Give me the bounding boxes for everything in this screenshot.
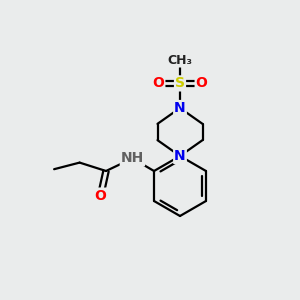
Text: O: O	[95, 189, 106, 202]
Text: NH: NH	[121, 152, 144, 165]
Text: CH₃: CH₃	[167, 53, 193, 67]
Text: N: N	[174, 149, 186, 163]
Text: N: N	[174, 101, 186, 115]
Text: O: O	[196, 76, 208, 90]
Text: S: S	[175, 76, 185, 90]
Text: O: O	[152, 76, 164, 90]
